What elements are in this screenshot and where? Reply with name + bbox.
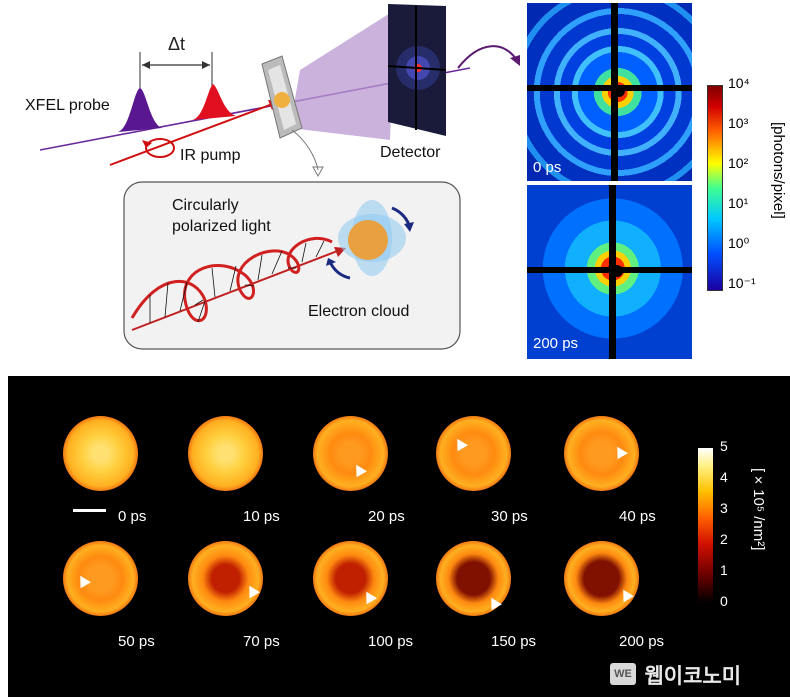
density-disk [63,541,138,616]
diffraction-colorbar-ticks: 10⁴ 10³ 10² 10¹ 10⁰ 10⁻¹ [728,75,768,305]
diffraction-colorbar [707,85,723,291]
diffraction-colorbar-title: [photons/pixel] [770,122,787,219]
inset-pointer-arrow [291,129,319,171]
density-tick-4: 4 [720,469,728,485]
electron-cloud [326,200,414,280]
inset-title-line1: Circularly [172,197,239,214]
density-time-label: 30 ps [491,508,528,525]
density-time-label: 10 ps [243,508,280,525]
density-frame [554,406,649,501]
density-time-label: 50 ps [118,633,155,650]
density-frame [303,406,398,501]
detector-panel [387,4,447,136]
watermark-badge-icon: WE [610,663,636,685]
density-frame [178,531,273,626]
probe-label: XFEL probe [25,97,110,114]
diffraction-tick-1e4: 10⁴ [728,75,750,91]
diffraction-tick-1e3: 10³ [728,115,749,131]
density-disk [63,416,138,491]
density-tick-1: 1 [720,562,728,578]
electron-cloud-label: Electron cloud [308,303,409,320]
density-time-label: 40 ps [619,508,656,525]
density-map-panel: 0 ps 10 ps 20 ps 30 ps 40 ps 50 ps 70 ps 100 ps… [8,376,790,697]
diffraction-tick-1e2: 10² [728,155,749,171]
inset-title-line2: polarized light [172,218,271,235]
delay-bracket [139,52,213,100]
density-colorbar-title: [×10⁵ /nm²] [750,468,767,551]
density-tick-0: 0 [720,593,728,609]
density-tick-3: 3 [720,500,728,516]
density-frame [178,406,273,501]
density-frame [303,531,398,626]
watermark-text: 웹이코노미 [644,665,742,688]
density-colorbar-ticks: 5 4 3 2 1 0 [720,438,740,618]
pump-label: IR pump [180,147,241,164]
density-tick-2: 2 [720,531,728,547]
density-disk [564,541,639,616]
density-tick-5: 5 [720,438,728,454]
density-disk [436,541,511,616]
density-frame [426,406,521,501]
watermark-logo: WE 웹이코노미 [610,660,780,690]
sample-holder [261,55,303,139]
polarized-light-helix [130,236,346,331]
diffraction-time-label-200ps: 200 ps [533,335,579,352]
experiment-schematic: Δt XFEL probe IR pump Detector [25,4,520,350]
scale-bar [73,509,106,512]
diffraction-tick-1e1: 10¹ [728,195,749,211]
density-frame [53,531,148,626]
density-time-label: 70 ps [243,633,280,650]
ir-pump-beam [109,102,276,166]
density-colorbar [698,448,713,603]
density-time-label: 100 ps [368,633,414,650]
density-frame [53,406,148,501]
density-disk [313,416,388,491]
density-disk [313,541,388,616]
probe-pulse [118,88,162,132]
diffraction-pattern-200ps: 200 ps [527,185,692,359]
density-disk [188,416,263,491]
pump-pulse [192,84,236,120]
density-frame [554,531,649,626]
density-disk [188,541,263,616]
detector-to-pattern-arrow [457,45,519,69]
diffraction-tick-1e0: 10⁰ [728,235,750,251]
density-time-label: 0 ps [118,508,147,525]
density-frame [426,531,521,626]
diffraction-tick-1e-1: 10⁻¹ [728,275,756,291]
density-disk [436,416,511,491]
density-time-label: 150 ps [491,633,537,650]
density-time-label: 20 ps [368,508,405,525]
density-time-label: 200 ps [619,633,665,650]
detector-cone [290,10,395,140]
diffraction-pattern-0ps: 0 ps [527,3,692,181]
circular-polarization-icon [142,138,175,158]
diffraction-time-label-0ps: 0 ps [533,159,562,176]
detector-label: Detector [380,144,441,161]
delay-label: Δt [168,34,185,54]
density-disk [564,416,639,491]
